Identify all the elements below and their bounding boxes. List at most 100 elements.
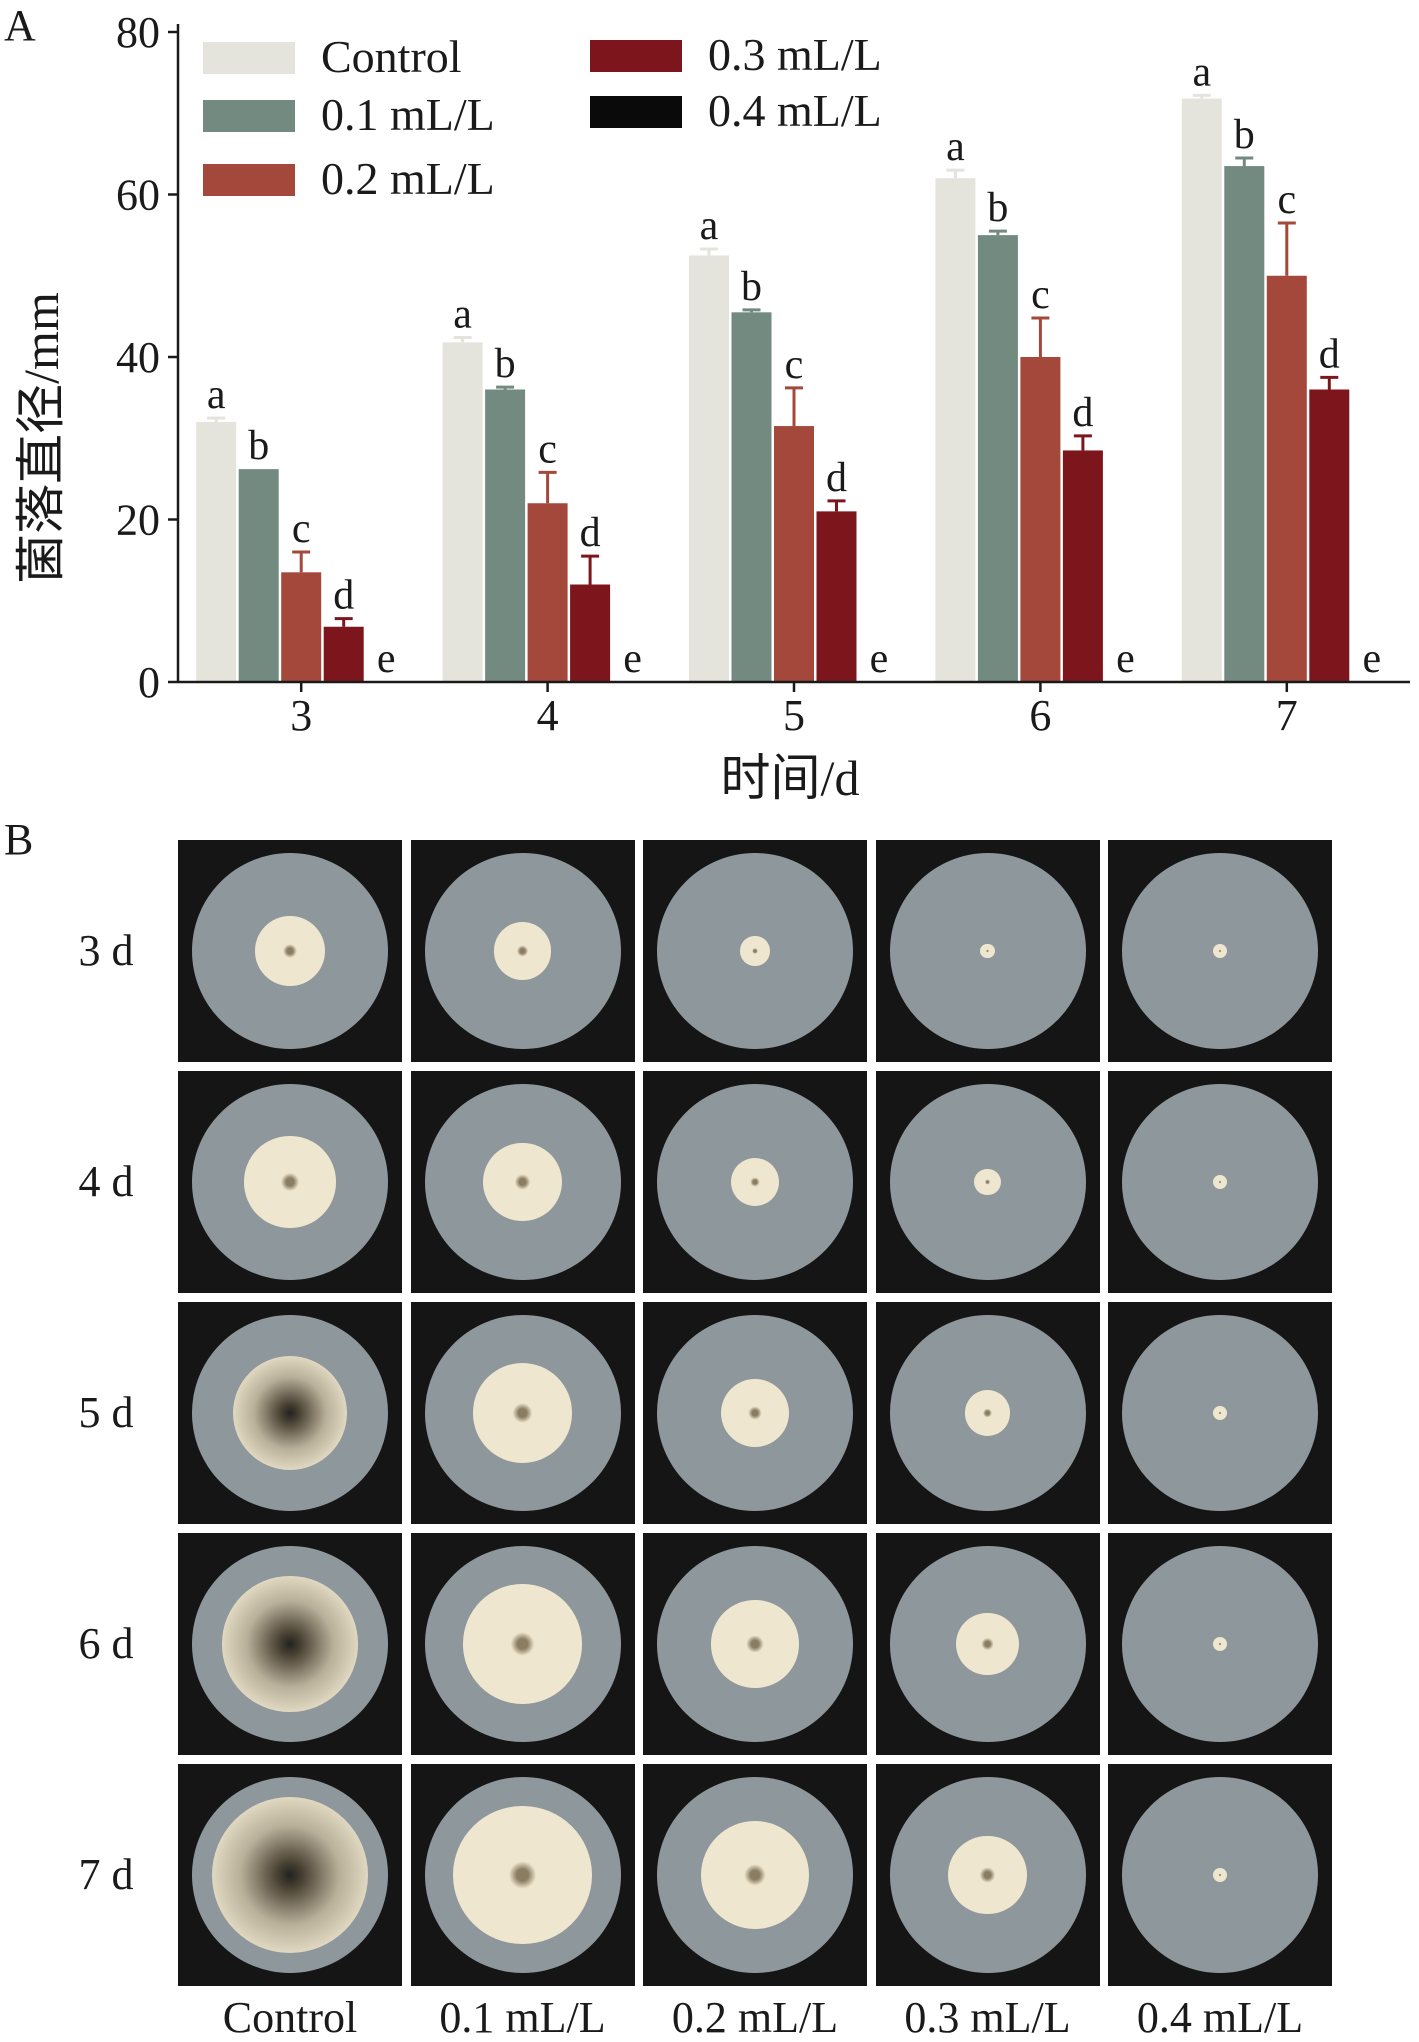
bar <box>935 178 976 682</box>
x-tick-label: 6 <box>1029 691 1051 740</box>
petri-dish-photo <box>1108 1302 1332 1524</box>
petri-dish-photo <box>1108 840 1332 1062</box>
significance-letter: c <box>785 342 804 388</box>
plate-photo-grid <box>178 840 1338 2000</box>
legend-swatch <box>590 40 682 72</box>
fungal-colony <box>211 1796 369 1954</box>
bar <box>281 572 322 682</box>
fungal-colony <box>1213 1175 1227 1189</box>
significance-letter: c <box>538 426 557 472</box>
fungal-colony <box>483 1142 562 1222</box>
petri-dish-photo <box>410 1533 635 1755</box>
bar <box>774 426 814 682</box>
y-tick-label: 0 <box>138 658 160 707</box>
petri-dish-photo <box>178 840 402 1062</box>
significance-letter: e <box>1362 636 1381 682</box>
legend-label: 0.4 mL/L <box>708 85 882 136</box>
petri-dish-photo <box>643 1764 867 1986</box>
significance-letter: a <box>700 203 719 249</box>
column-label: Control <box>222 1993 358 2042</box>
fungal-colony <box>1213 1868 1227 1882</box>
row-label: 7 d <box>78 1850 134 1899</box>
column-label: 0.1 mL/L <box>439 1993 606 2042</box>
significance-letter: d <box>1319 331 1340 377</box>
petri-dish-photo <box>410 840 635 1062</box>
fungal-colony <box>1213 1406 1227 1420</box>
legend-label: 0.3 mL/L <box>708 29 882 80</box>
fungal-colony <box>948 1835 1027 1915</box>
fungal-colony <box>453 1805 592 1945</box>
petri-dish-photo <box>178 1533 402 1755</box>
fungal-colony <box>244 1136 336 1228</box>
petri-dish-photo <box>875 840 1100 1062</box>
fungal-colony <box>222 1576 358 1712</box>
row-label: 4 d <box>78 1157 134 1206</box>
petri-dish-photo <box>410 1071 635 1293</box>
bar <box>816 511 857 682</box>
petri-dish-photo <box>1108 1071 1332 1293</box>
significance-letter: b <box>248 423 269 469</box>
significance-letter: b <box>1234 112 1255 158</box>
significance-letter: b <box>495 341 516 387</box>
legend-label: 0.1 mL/L <box>321 89 495 140</box>
petri-dish-photo <box>875 1071 1100 1293</box>
significance-letter: b <box>987 185 1008 231</box>
significance-letter: a <box>1192 49 1211 95</box>
legend-item: 0.1 mL/L <box>203 89 495 140</box>
x-tick-label: 7 <box>1276 691 1298 740</box>
bar <box>527 503 568 682</box>
legend: Control 0.1 mL/L 0.2 mL/L 0.3 mL/L0.4 mL/L <box>203 29 882 204</box>
column-label: 0.3 mL/L <box>904 1993 1071 2042</box>
fungal-colony <box>255 916 325 986</box>
petri-dish-photo <box>875 1764 1100 1986</box>
fungal-colony <box>1213 944 1227 958</box>
legend-label: 0.2 mL/L <box>321 153 495 204</box>
legend-swatch <box>203 100 295 132</box>
petri-dish-photo <box>875 1533 1100 1755</box>
petri-dish-photo <box>178 1302 402 1524</box>
column-label: 0.2 mL/L <box>671 1993 839 2042</box>
legend-swatch <box>203 42 295 74</box>
y-tick-label: 60 <box>116 171 160 220</box>
fungal-colony <box>493 922 552 980</box>
fungal-colony <box>956 1612 1019 1676</box>
x-tick-label: 3 <box>290 691 312 740</box>
bar <box>1181 98 1222 682</box>
petri-dish-photo <box>178 1071 402 1293</box>
petri-dish-photo <box>643 1302 867 1524</box>
significance-letter: c <box>1031 272 1050 318</box>
fungal-colony <box>740 936 770 966</box>
fungal-colony <box>711 1600 799 1688</box>
significance-letter: b <box>741 264 762 310</box>
fungal-colony <box>731 1158 779 1206</box>
significance-letter: c <box>1277 177 1296 223</box>
fungal-colony <box>720 1378 790 1448</box>
significance-letter: e <box>377 636 396 682</box>
petri-dish-photo <box>643 840 867 1062</box>
y-axis-label: 菌落直径/mm <box>13 292 69 584</box>
fungal-colony <box>964 1390 1011 1436</box>
bar <box>1224 166 1265 682</box>
axes-layer: 0 20 40 60 80 3 4 5 6 7 <box>116 8 1410 740</box>
petri-dish-photo <box>410 1764 635 1986</box>
bar <box>485 389 526 682</box>
petri-dish-photo <box>643 1533 867 1755</box>
petri-dish-photo <box>178 1764 402 1986</box>
x-tick-label: 4 <box>537 691 559 740</box>
significance-letter: d <box>333 573 354 619</box>
bar <box>1020 357 1061 682</box>
significance-letter: c <box>292 506 311 552</box>
legend-item: 0.4 mL/L <box>590 85 882 136</box>
x-tick-label: 5 <box>783 691 805 740</box>
bar <box>323 626 364 682</box>
y-tick-label: 40 <box>116 333 160 382</box>
x-axis-label: 时间/d <box>721 750 860 806</box>
bar <box>731 312 772 682</box>
y-tick-label: 80 <box>116 8 160 57</box>
row-label: 5 d <box>78 1388 134 1437</box>
fungal-colony <box>462 1584 583 1704</box>
panel-b-label: B <box>4 815 34 864</box>
significance-letter: e <box>870 636 889 682</box>
